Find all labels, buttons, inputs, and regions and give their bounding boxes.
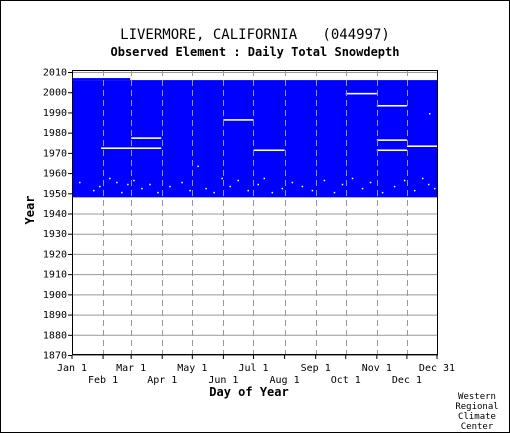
credit-line: Climate xyxy=(458,412,496,422)
missing-day xyxy=(301,185,304,188)
y-tick-label: 1950 xyxy=(43,189,67,200)
missing-day xyxy=(169,185,171,188)
missing-day xyxy=(109,177,111,180)
y-tick-label: 1880 xyxy=(43,330,67,341)
missing-segment xyxy=(253,149,285,152)
missing-day xyxy=(181,181,183,184)
y-tick-label: 2010 xyxy=(43,68,67,79)
credit-line: Center xyxy=(461,422,494,432)
record-band xyxy=(72,80,438,198)
missing-segment xyxy=(376,139,407,141)
x-axis-label: Day of Year xyxy=(209,385,288,399)
missing-day xyxy=(79,181,81,184)
missing-day xyxy=(189,189,191,192)
y-tick-label: 1910 xyxy=(43,270,67,281)
missing-segment xyxy=(101,147,162,150)
missing-day xyxy=(257,183,260,186)
missing-day xyxy=(323,179,326,182)
missing-segment xyxy=(376,149,407,152)
missing-segment xyxy=(223,119,254,121)
y-axis-label: Year xyxy=(23,196,37,225)
missing-day xyxy=(413,189,416,192)
x-tick-label: Jul 1 xyxy=(238,363,268,374)
y-tick-label: 1960 xyxy=(43,169,67,180)
missing-day xyxy=(237,179,239,182)
missing-day xyxy=(393,185,396,188)
missing-day xyxy=(403,179,406,182)
y-tick-label: 1920 xyxy=(43,249,67,260)
missing-day xyxy=(99,185,101,188)
y-tick-label: 1980 xyxy=(43,128,67,139)
missing-day xyxy=(341,183,344,186)
y-tick-label: 1890 xyxy=(43,310,67,321)
credit-line: Regional xyxy=(455,402,498,412)
missing-day xyxy=(141,187,143,190)
missing-day xyxy=(149,183,151,186)
missing-day xyxy=(93,189,95,192)
missing-day xyxy=(421,177,424,180)
missing-day xyxy=(271,191,274,194)
missing-day xyxy=(205,187,207,190)
y-tick-label: 1970 xyxy=(43,148,67,159)
plot-border xyxy=(72,70,438,355)
record-band-extension xyxy=(72,78,131,81)
missing-day xyxy=(281,187,284,190)
x-tick-label: Dec 1 xyxy=(392,375,422,386)
y-tick-label: 2000 xyxy=(43,88,67,99)
missing-day xyxy=(127,183,129,186)
x-tick-label: Sep 1 xyxy=(301,363,331,374)
missing-day xyxy=(433,187,436,190)
missing-segment xyxy=(345,92,377,95)
missing-day xyxy=(427,183,430,186)
missing-day xyxy=(291,181,294,184)
missing-segment xyxy=(376,104,407,107)
missing-day xyxy=(428,113,431,115)
y-tick-label: 1930 xyxy=(43,229,67,240)
missing-day xyxy=(221,177,223,180)
missing-day xyxy=(381,191,384,194)
missing-day xyxy=(133,179,135,182)
missing-segment xyxy=(406,145,438,147)
y-tick-label: 1900 xyxy=(43,290,67,301)
credit-line: Western xyxy=(458,392,496,402)
chart-subtitle: Observed Element : Daily Total Snowdepth xyxy=(111,45,400,59)
missing-day xyxy=(351,177,354,180)
missing-day xyxy=(263,177,266,180)
missing-day xyxy=(247,189,249,192)
missing-day xyxy=(116,181,118,184)
x-tick-label: Jun 1 xyxy=(208,375,238,386)
chart-title: LIVERMORE, CALIFORNIA (044997) xyxy=(120,27,390,43)
missing-day xyxy=(229,185,231,188)
x-tick-label: Jan 1 xyxy=(57,363,87,374)
missing-day xyxy=(311,189,314,192)
plot-area: 1870 1880 1890 1900 1910 1920 1930 1940 1950 1960… xyxy=(43,68,455,386)
missing-segment xyxy=(131,137,162,139)
x-tick-label: Aug 1 xyxy=(270,375,300,386)
missing-day xyxy=(213,191,215,194)
missing-day xyxy=(369,181,372,184)
x-tick-label: Nov 1 xyxy=(362,363,392,374)
x-tick-label: Feb 1 xyxy=(88,375,118,386)
x-tick-label: Dec 31 xyxy=(419,363,455,374)
x-tick-label: May 1 xyxy=(177,363,207,374)
x-tick-label: Apr 1 xyxy=(147,375,177,386)
y-tick-label: 1990 xyxy=(43,108,67,119)
missing-day xyxy=(333,191,336,194)
missing-day xyxy=(197,165,199,168)
missing-day xyxy=(121,191,123,194)
x-tick-label: Mar 1 xyxy=(116,363,146,374)
x-tick-label: Oct 1 xyxy=(331,375,361,386)
missing-day xyxy=(361,187,364,190)
y-tick-label: 1870 xyxy=(43,351,67,362)
missing-day xyxy=(157,191,159,194)
y-tick-label: 1940 xyxy=(43,209,67,220)
